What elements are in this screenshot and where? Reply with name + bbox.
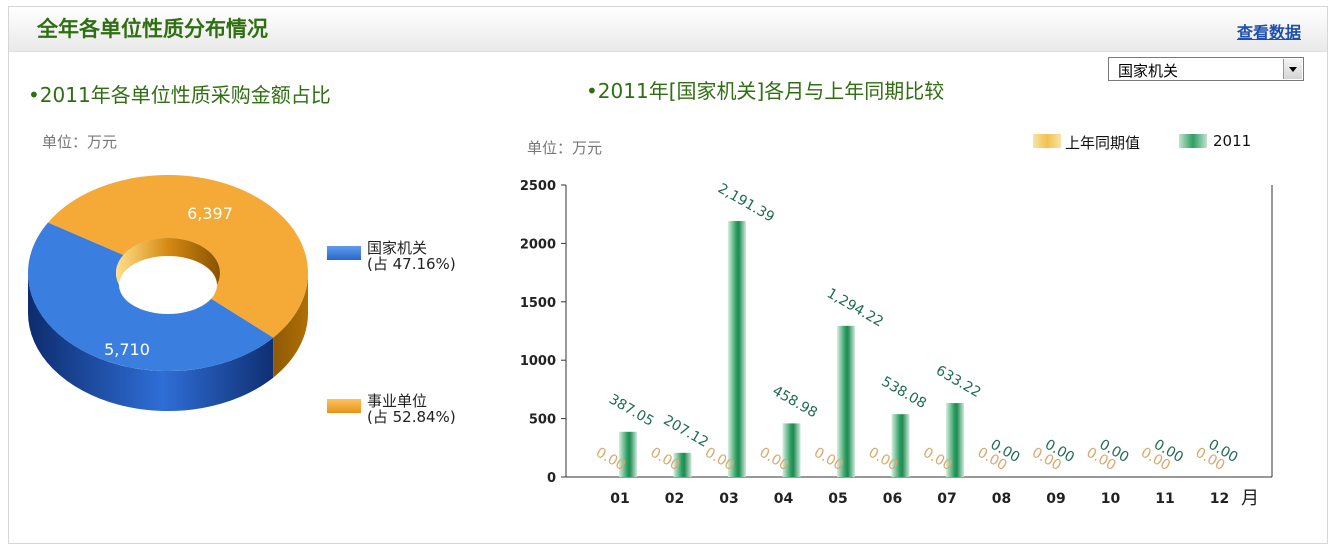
x-tick-label: 03 — [719, 491, 738, 507]
x-tick-label: 09 — [1046, 491, 1065, 507]
pie-chart: 5,710 6,397 — [27, 175, 308, 411]
bar-2011 — [782, 423, 801, 477]
legend-swatch-2011 — [1179, 134, 1207, 148]
bar-2011-label: 2,191.39 — [715, 181, 777, 226]
chevron-down-icon[interactable] — [1283, 59, 1302, 79]
x-tick-label: 02 — [665, 491, 684, 507]
pie-unit-label: 单位：万元 — [42, 133, 118, 151]
bar-2011 — [673, 452, 692, 477]
bar-chart-title: •2011年[国家机关]各月与上年同期比较 — [586, 79, 945, 103]
legend-share: (占 47.16%) — [367, 255, 456, 273]
x-tick-label: 05 — [828, 491, 847, 507]
bar-2011-label: 1,294.22 — [824, 285, 886, 330]
pie-slice-institution — [48, 175, 308, 338]
bar-2011 — [946, 403, 964, 477]
legend-label-prev-year: 上年同期值 — [1065, 134, 1141, 152]
legend-swatch — [327, 246, 361, 260]
x-tick-label: 07 — [937, 491, 956, 507]
pie-value-label: 5,710 — [104, 340, 150, 359]
y-tick-label: 2000 — [520, 237, 556, 252]
pie-hole — [119, 256, 217, 314]
department-select-value: 国家机关 — [1118, 62, 1179, 80]
x-tick-label: 12 — [1210, 491, 1229, 507]
bar-2011-label: 207.12 — [661, 412, 711, 450]
department-select[interactable]: 国家机关 — [1108, 57, 1304, 81]
bar-2011-label: 387.05 — [606, 391, 656, 429]
legend-share: (占 52.84%) — [367, 408, 456, 426]
legend-label: 国家机关 — [367, 239, 428, 257]
pie-value-label: 6,397 — [187, 204, 233, 223]
bar-2011 — [619, 431, 637, 477]
y-tick-label: 500 — [529, 413, 556, 428]
pie-slice-side — [273, 273, 308, 378]
legend-label-2011: 2011 — [1213, 132, 1252, 150]
y-tick-label: 2500 — [520, 179, 556, 194]
y-tick-label: 1000 — [520, 354, 556, 369]
x-tick-label: 11 — [1155, 491, 1174, 507]
legend-label: 事业单位 — [367, 392, 428, 410]
x-tick-label: 04 — [774, 491, 794, 507]
panel-header: 全年各单位性质分布情况 查看数据 — [9, 7, 1327, 52]
bar-2011-label: 633.22 — [933, 363, 983, 401]
bar-2011-label: 538.08 — [879, 374, 929, 412]
bar-unit-label: 单位：万元 — [527, 139, 603, 157]
bar-2011-label: 458.98 — [770, 383, 820, 421]
x-tick-label: 10 — [1101, 491, 1121, 507]
bar-2011 — [891, 414, 910, 477]
bar-2011 — [837, 325, 855, 477]
legend-swatch — [327, 399, 361, 413]
legend-swatch-prev-year — [1033, 134, 1061, 148]
y-tick-label: 0 — [547, 471, 556, 486]
page-title: 全年各单位性质分布情况 — [37, 17, 268, 41]
pie-slice-side — [28, 273, 274, 411]
x-tick-label: 01 — [610, 491, 629, 507]
y-tick-label: 1500 — [520, 296, 556, 311]
x-tick-label: 06 — [883, 491, 902, 507]
pie-chart-title: •2011年各单位性质采购金额占比 — [28, 83, 331, 107]
view-data-link[interactable]: 查看数据 — [1236, 23, 1301, 42]
pie-slice-government — [27, 222, 274, 371]
bar-2011 — [728, 221, 746, 477]
x-axis-unit-label: 月 — [1241, 488, 1259, 509]
x-tick-label: 08 — [992, 491, 1011, 507]
